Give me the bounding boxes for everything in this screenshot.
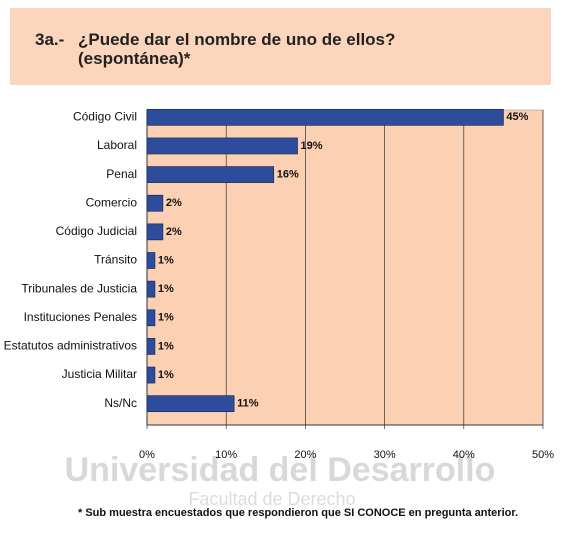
y-tick-label: Ns/Nc [104, 396, 137, 410]
data-label: 2% [166, 197, 182, 209]
y-tick-label: Tribunales de Justicia [21, 281, 137, 295]
x-tick-label: 40% [453, 449, 475, 461]
x-tick-label: 50% [532, 449, 554, 461]
bar [146, 108, 504, 126]
bar [146, 223, 164, 241]
y-tick-label: Justicia Militar [62, 367, 137, 381]
bar [146, 166, 275, 183]
data-label: 1% [158, 369, 174, 381]
bar [146, 280, 156, 298]
bar [146, 366, 156, 384]
data-label: 1% [158, 340, 174, 352]
y-tick-label: Instituciones Penales [24, 310, 137, 324]
data-label: 1% [158, 312, 174, 324]
footnote: * Sub muestra encuestados que respondier… [78, 507, 518, 519]
y-tick-label: Laboral [97, 138, 137, 152]
bar [146, 338, 156, 355]
bar [146, 194, 164, 212]
data-label: 11% [237, 398, 259, 410]
y-tick-label: Código Judicial [56, 224, 137, 238]
bar [146, 137, 298, 155]
bar [146, 395, 235, 413]
y-tick-label: Código Civil [73, 109, 137, 123]
x-tick-label: 20% [294, 449, 316, 461]
data-label: 1% [158, 254, 174, 266]
x-tick-label: 10% [215, 449, 237, 461]
question-number: 3a.- [35, 30, 65, 49]
x-tick-label: 30% [374, 449, 396, 461]
chart-title: ¿Puede dar el nombre de uno de ellos? (e… [78, 30, 396, 68]
watermark: Universidad del Desarrollo [65, 451, 496, 489]
plot-area [146, 109, 544, 426]
data-label: 1% [158, 283, 174, 295]
x-tick-label: 0% [139, 449, 155, 461]
data-label: 45% [506, 111, 528, 123]
y-tick-label: Penal [106, 167, 137, 181]
y-tick-label: Comercio [86, 195, 138, 209]
data-label: 16% [277, 168, 299, 180]
data-label: 19% [300, 140, 322, 152]
data-label: 2% [166, 226, 182, 238]
bar [146, 309, 156, 327]
y-tick-label: Estatutos administrativos [4, 339, 137, 353]
watermark: Facultad de Derecho [188, 489, 355, 509]
header: 3a.- ¿Puede dar el nombre de uno de ello… [10, 8, 551, 85]
y-tick-label: Tránsito [94, 253, 137, 267]
bar [146, 252, 156, 269]
